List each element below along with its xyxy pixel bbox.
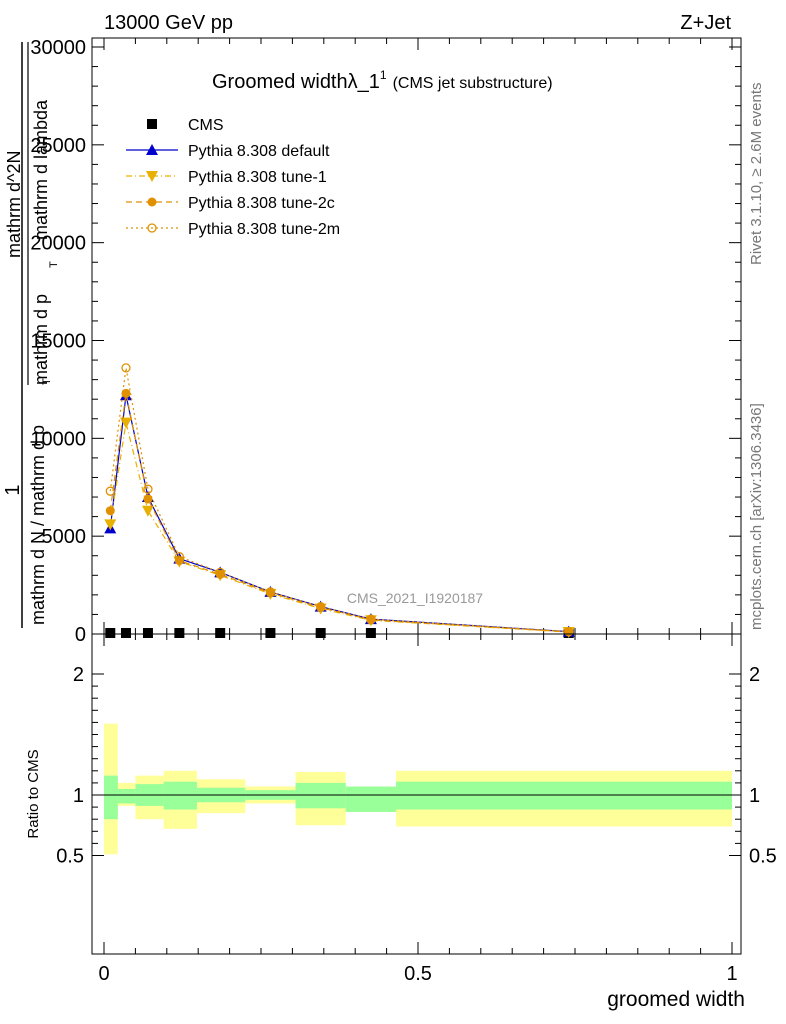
analysis-watermark: CMS_2021_I1920187	[347, 590, 483, 606]
series-3	[105, 388, 574, 637]
series-line	[109, 393, 569, 633]
ylabel-den3: mathrm d lambda	[31, 99, 51, 240]
ratio-plot-area: 0.5 0.5 1 1 2 2 0 0.5 1	[56, 634, 777, 985]
legend: CMS Pythia 8.308 default Pythia 8.308 tune…	[126, 117, 340, 238]
ratio-y-tick-label-right: 0.5	[749, 846, 777, 868]
header-left-label: 13000 GeV pp	[104, 12, 233, 34]
series-4	[105, 363, 574, 637]
data-point	[265, 587, 276, 597]
x-tick-label: 0	[98, 963, 109, 985]
ratio-inner-band	[295, 782, 346, 809]
ratio-inner-band	[104, 775, 118, 820]
data-point	[215, 628, 226, 638]
x-tick-label: 0.5	[404, 963, 432, 985]
rivet-version-label: Rivet 3.1.10, ≥ 2.6M events	[748, 83, 765, 266]
ratio-inner-band	[163, 781, 197, 810]
series-2	[104, 417, 575, 639]
ylabel-numerator: 1	[2, 484, 24, 495]
data-point	[142, 628, 153, 638]
ratio-y-tick-label-right: 1	[749, 785, 760, 807]
ratio-y-tick-label: 1	[73, 785, 84, 807]
header-right-label: Z+Jet	[680, 12, 731, 34]
main-plot-area: 0 5000 10000 15000 20000 25000 30000	[30, 37, 741, 646]
data-point	[143, 484, 153, 494]
series-line	[109, 367, 569, 633]
data-point	[143, 494, 153, 504]
data-point	[104, 519, 117, 531]
plot-title: Groomed widthλ_11 (CMS jet substructure)	[212, 68, 553, 93]
data-point	[265, 628, 276, 638]
plot-title-main: Groomed widthλ_1	[212, 71, 380, 93]
legend-marker	[146, 171, 158, 182]
ratio-y-tick-label: 2	[73, 664, 84, 686]
ratio-panel: 0.5 0.5 1 1 2 2 0 0.5 1 Ratio to CMS groomed wid…	[25, 633, 777, 1011]
y-tick-label: 5000	[42, 526, 87, 548]
plot-subtitle: (CMS jet substructure)	[393, 75, 553, 92]
series-line	[109, 395, 569, 633]
ratio-y-tick-label: 0.5	[56, 846, 84, 868]
y-tick-label: 0	[75, 624, 86, 646]
legend-label: Pythia 8.308 tune-2c	[188, 195, 335, 212]
mcplots-label: mcplots.cern.ch [arXiv:1306.3436]	[748, 403, 765, 630]
ylabel-num2: mathrm d^2N	[4, 151, 24, 258]
y-tick-label: 15000	[30, 331, 86, 353]
ylabel-denominator: mathrm d N / mathrm d p	[28, 425, 48, 625]
series-line	[109, 422, 569, 633]
data-point	[174, 628, 185, 638]
ratio-frame	[91, 633, 742, 955]
ratio-y-tick-label-right: 2	[749, 664, 760, 686]
ylabel-den2: mathrm d p	[31, 294, 51, 385]
legend-marker	[147, 119, 157, 129]
legend-marker	[146, 144, 158, 155]
main-panel: 0 5000 10000 15000 20000 25000 30000 Groomed w…	[2, 37, 742, 646]
data-point	[365, 628, 376, 638]
data-point	[215, 569, 225, 579]
data-point	[120, 628, 131, 638]
data-point	[121, 363, 131, 373]
data-point	[366, 614, 376, 624]
y-tick-label: 10000	[30, 428, 86, 450]
legend-label: CMS	[188, 117, 224, 134]
main-y-axis-label: 1 mathrm d N / mathrm d p T mathrm d^2N …	[2, 42, 60, 628]
ratio-inner-band	[345, 786, 397, 812]
x-tick-label: 1	[726, 963, 737, 985]
ylabel-sub-t1: T	[41, 378, 53, 385]
legend-marker	[147, 223, 157, 233]
ratio-y-axis-label: Ratio to CMS	[25, 749, 42, 838]
data-point	[315, 628, 326, 638]
data-point	[141, 505, 154, 517]
x-axis-label: groomed width	[607, 988, 745, 1011]
legend-label: Pythia 8.308 tune-2m	[188, 221, 340, 238]
legend-label: Pythia 8.308 default	[188, 143, 330, 160]
data-point	[105, 506, 115, 516]
data-point	[215, 567, 225, 578]
data-point	[174, 552, 185, 562]
data-point	[119, 417, 132, 429]
series-1	[104, 389, 575, 637]
data-point	[564, 627, 574, 637]
plot-title-sup: 1	[380, 68, 387, 82]
legend-label: Pythia 8.308 tune-1	[188, 169, 327, 186]
data-point	[105, 628, 116, 638]
y-tick-label: 30000	[30, 37, 86, 59]
y-tick-label: 25000	[30, 135, 86, 157]
ratio-inner-band	[396, 781, 732, 810]
series-0	[105, 628, 574, 638]
legend-marker	[147, 197, 157, 207]
data-point	[121, 388, 131, 398]
ylabel-sub-t2: T	[48, 261, 60, 268]
y-tick-label: 20000	[30, 233, 86, 255]
data-point	[316, 601, 326, 612]
ratio-inner-band	[117, 788, 136, 804]
data-point	[105, 486, 115, 496]
